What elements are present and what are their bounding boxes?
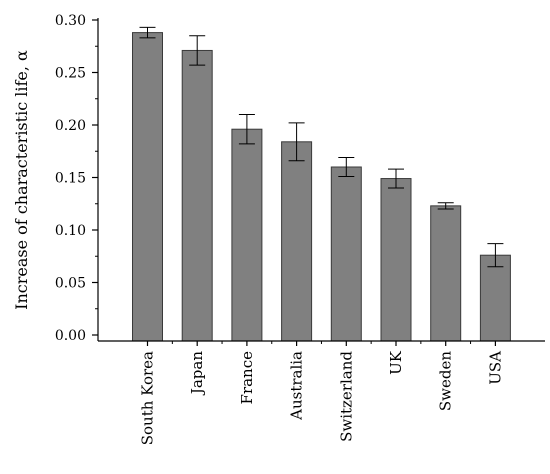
- bar: [181, 49, 213, 342]
- bar: [132, 32, 163, 342]
- x-tick-label: Australia: [288, 351, 306, 421]
- y-tick-label: 0.10: [55, 223, 86, 239]
- y-tick-label: 0.20: [55, 118, 86, 134]
- bar: [231, 128, 263, 342]
- y-tick-label: 0.05: [55, 276, 86, 292]
- x-tick-label: South Korea: [139, 351, 157, 445]
- x-tick-label: Japan: [188, 351, 206, 397]
- y-ticks-group: 0.00 0.05 0.10 0.15 0.20 0.25 0.30: [55, 13, 98, 344]
- x-tick-label: USA: [486, 351, 504, 385]
- x-tick-label: Sweden: [437, 351, 455, 411]
- bar: [430, 205, 462, 342]
- bar: [281, 141, 313, 342]
- x-tick-label: France: [238, 351, 256, 405]
- y-axis-title: Increase of characteristic life, α: [12, 50, 31, 310]
- y-tick-label: 0.30: [55, 13, 86, 29]
- y-tick-label: 0.15: [55, 171, 86, 187]
- bar: [330, 166, 362, 342]
- bar: [479, 254, 511, 342]
- x-tick-label: UK: [387, 350, 405, 375]
- y-tick-label: 0.25: [55, 66, 86, 82]
- bars-group: [132, 32, 511, 342]
- x-ticks-group: South Korea Japan France Australia Switzerla…: [139, 341, 504, 445]
- bar: [380, 178, 412, 342]
- error-bars-group: [139, 26, 504, 268]
- x-tick-label: Switzerland: [337, 351, 355, 442]
- y-tick-label: 0.00: [55, 328, 86, 344]
